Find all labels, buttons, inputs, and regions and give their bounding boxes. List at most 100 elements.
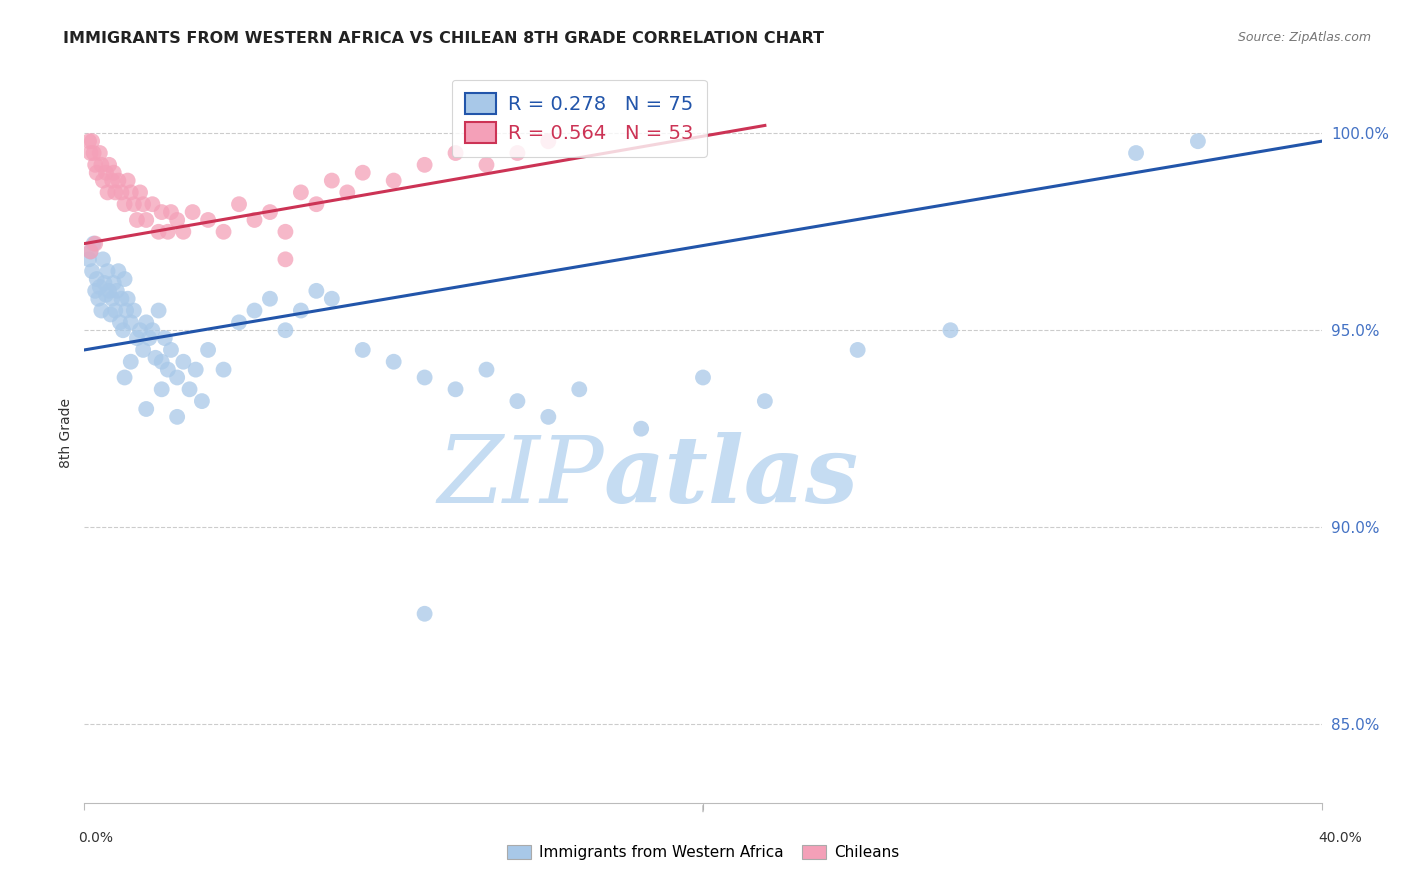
Legend: R = 0.278   N = 75, R = 0.564   N = 53: R = 0.278 N = 75, R = 0.564 N = 53 [451,79,707,157]
Point [77,252,100,267]
Point [148,303,170,318]
Point [117,173,139,187]
Point [290,303,312,318]
Point [336,186,359,200]
Point [114,197,136,211]
Point [135,402,157,417]
Point [506,146,529,161]
Point [259,205,281,219]
Point [141,197,163,211]
Point [352,166,374,180]
Point [104,186,127,200]
Point [125,331,148,345]
Point [156,225,179,239]
Point [537,409,560,424]
Point [79,244,101,259]
Point [90,303,112,318]
Point [191,394,214,409]
Point [101,173,124,187]
Point [120,186,142,200]
Point [166,370,188,384]
Legend: Immigrants from Western Africa, Chileans: Immigrants from Western Africa, Chileans [501,839,905,866]
Point [846,343,869,357]
Point [110,292,132,306]
Point [150,382,173,396]
Point [89,280,111,294]
Point [83,146,105,161]
Point [243,213,266,227]
Point [382,355,405,369]
Point [94,287,117,301]
Point [150,205,173,219]
Point [321,292,343,306]
Point [243,303,266,318]
Point [122,197,145,211]
Point [107,173,129,187]
Point [98,158,121,172]
Point [413,370,436,384]
Point [1125,146,1147,161]
Point [79,146,101,161]
Point [148,225,170,239]
Point [160,205,183,219]
Point [1187,134,1209,148]
Point [160,343,183,357]
Point [84,158,107,172]
Point [87,292,110,306]
Point [129,186,152,200]
Point [274,225,297,239]
Point [93,276,115,290]
Point [86,272,108,286]
Text: 0.0%: 0.0% [79,831,112,846]
Point [83,236,105,251]
Point [150,355,173,369]
Point [91,252,114,267]
Point [79,244,101,259]
Point [537,134,560,148]
Point [82,134,104,148]
Point [98,284,121,298]
Point [166,213,188,227]
Point [77,134,100,148]
Text: ZIP: ZIP [437,432,605,522]
Point [108,315,131,329]
Point [84,236,107,251]
Point [135,315,157,329]
Point [120,355,142,369]
Point [212,225,235,239]
Point [100,308,122,322]
Y-axis label: 8th Grade: 8th Grade [59,398,73,467]
Point [103,276,125,290]
Point [475,158,498,172]
Point [939,323,962,337]
Point [103,166,125,180]
Point [274,323,297,337]
Point [120,315,142,329]
Text: Source: ZipAtlas.com: Source: ZipAtlas.com [1237,31,1371,45]
Point [228,197,250,211]
Point [129,323,152,337]
Point [274,252,297,267]
Point [114,272,136,286]
Point [475,362,498,376]
Point [692,370,714,384]
Point [305,284,328,298]
Point [444,146,467,161]
Point [352,343,374,357]
Point [156,362,179,376]
Point [135,213,157,227]
Point [382,173,405,187]
Point [96,186,118,200]
Point [259,292,281,306]
Point [179,382,201,396]
Point [145,351,167,365]
Point [172,225,194,239]
Point [212,362,235,376]
Point [228,315,250,329]
Point [105,284,128,298]
Point [413,158,436,172]
Point [107,264,129,278]
Text: 40.0%: 40.0% [1317,831,1362,846]
Point [290,186,312,200]
Point [197,343,219,357]
